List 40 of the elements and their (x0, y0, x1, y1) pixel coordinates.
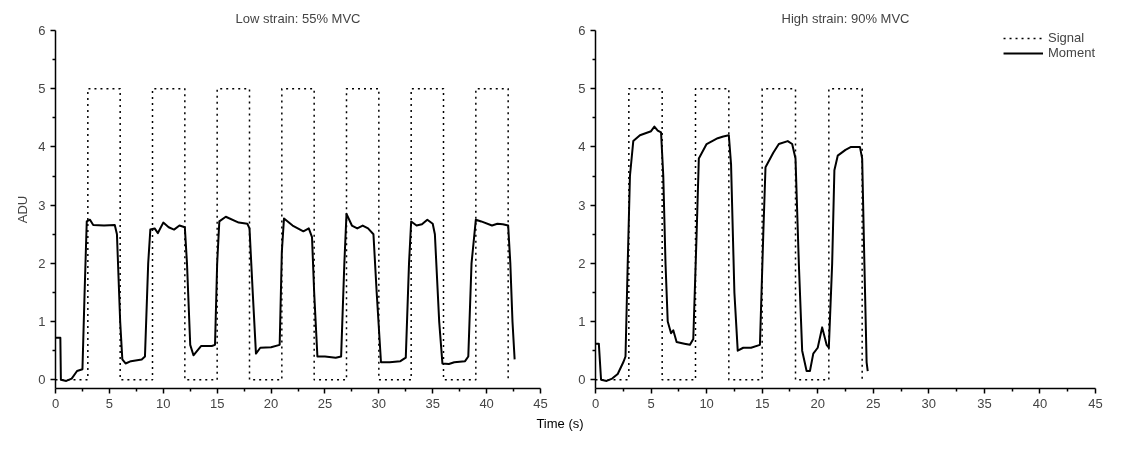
x-tick-label: 30 (371, 395, 387, 411)
x-tick-label: 25 (866, 395, 881, 411)
y-tick-label: 3 (578, 197, 586, 213)
y-axis-title: ADU (15, 195, 31, 224)
x-tick-label: 20 (810, 395, 825, 411)
x-tick-label: 35 (977, 395, 992, 411)
x-tick-label: 0 (591, 395, 600, 411)
chart-title: High strain: 90% MVC (781, 10, 910, 26)
y-tick-label: 5 (578, 81, 586, 97)
x-tick-label: 0 (51, 395, 60, 411)
y-tick-label: 6 (38, 23, 46, 38)
x-tick-label: 30 (921, 395, 937, 411)
x-tick-label: 25 (317, 395, 333, 411)
y-tick-label: 5 (38, 81, 46, 97)
x-tick-label: 15 (209, 395, 225, 411)
y-tick-label: 2 (38, 255, 46, 271)
y-tick-label: 1 (578, 314, 586, 330)
y-tick-label: 3 (38, 197, 46, 213)
x-tick-label: 35 (425, 395, 440, 411)
x-tick-label: 5 (105, 395, 114, 411)
legend-label: Moment (1048, 45, 1095, 60)
y-tick-label: 4 (578, 139, 586, 155)
y-tick-label: 6 (578, 23, 586, 38)
x-axis-title: Time (s) (536, 415, 584, 433)
x-tick-label: 45 (1088, 395, 1103, 411)
y-tick-label: 0 (578, 372, 586, 388)
x-tick-label: 10 (699, 395, 714, 411)
x-tick-label: 40 (1032, 395, 1048, 411)
y-tick-label: 0 (38, 372, 46, 388)
legend-label: Signal (1048, 30, 1085, 45)
x-tick-label: 15 (754, 395, 770, 411)
x-tick-label: 10 (156, 395, 171, 411)
x-tick-label: 40 (479, 395, 494, 411)
y-tick-label: 2 (578, 255, 586, 271)
chart-title: Low strain: 55% MVC (235, 10, 361, 26)
y-tick-label: 4 (38, 139, 46, 155)
y-tick-label: 1 (38, 314, 46, 330)
x-tick-label: 5 (647, 395, 655, 411)
x-tick-label: 20 (263, 395, 279, 411)
x-tick-label: 45 (533, 395, 548, 411)
